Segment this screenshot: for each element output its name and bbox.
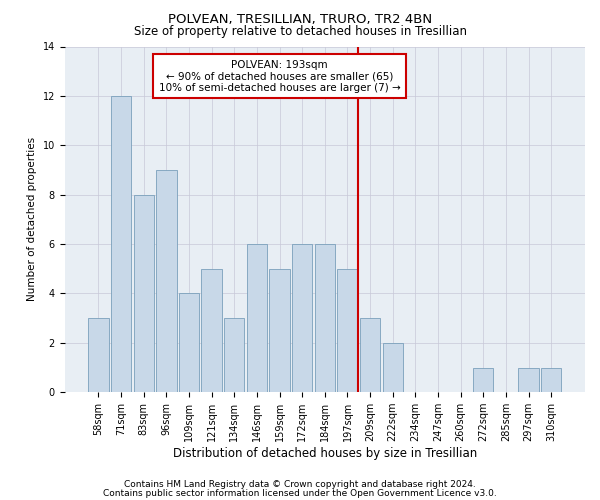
Bar bbox=[314, 244, 335, 392]
Bar bbox=[518, 368, 539, 392]
Bar bbox=[383, 343, 403, 392]
Bar bbox=[292, 244, 313, 392]
Bar bbox=[269, 269, 290, 392]
Bar bbox=[202, 269, 222, 392]
Bar bbox=[156, 170, 176, 392]
Text: POLVEAN: 193sqm
← 90% of detached houses are smaller (65)
10% of semi-detached h: POLVEAN: 193sqm ← 90% of detached houses… bbox=[158, 60, 400, 92]
X-axis label: Distribution of detached houses by size in Tresillian: Distribution of detached houses by size … bbox=[173, 447, 477, 460]
Text: Size of property relative to detached houses in Tresillian: Size of property relative to detached ho… bbox=[133, 25, 467, 38]
Bar bbox=[111, 96, 131, 392]
Text: Contains HM Land Registry data © Crown copyright and database right 2024.: Contains HM Land Registry data © Crown c… bbox=[124, 480, 476, 489]
Bar bbox=[88, 318, 109, 392]
Bar bbox=[224, 318, 244, 392]
Text: POLVEAN, TRESILLIAN, TRURO, TR2 4BN: POLVEAN, TRESILLIAN, TRURO, TR2 4BN bbox=[168, 12, 432, 26]
Bar bbox=[360, 318, 380, 392]
Y-axis label: Number of detached properties: Number of detached properties bbox=[27, 138, 37, 302]
Bar bbox=[179, 294, 199, 392]
Bar bbox=[337, 269, 358, 392]
Text: Contains public sector information licensed under the Open Government Licence v3: Contains public sector information licen… bbox=[103, 488, 497, 498]
Bar bbox=[247, 244, 267, 392]
Bar bbox=[473, 368, 493, 392]
Bar bbox=[134, 194, 154, 392]
Bar bbox=[541, 368, 562, 392]
